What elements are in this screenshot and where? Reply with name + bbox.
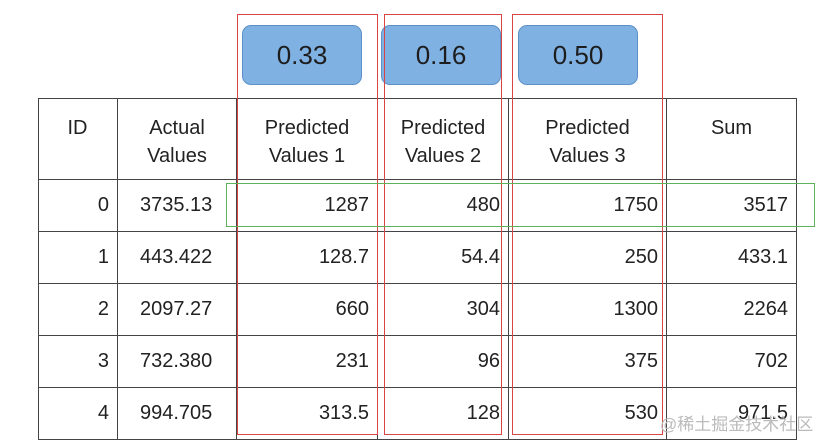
table-cell: 1 (38, 232, 118, 284)
table-cell: 3735.13 (118, 180, 237, 232)
cell-text: ID (67, 117, 88, 139)
highlight-column (384, 14, 502, 435)
weight-badge: 0.50 (518, 25, 638, 85)
cell-text: Sum (710, 117, 753, 139)
table-border (38, 98, 797, 440)
header-cell: Actual Values (118, 98, 237, 180)
cell-text: 1 (97, 246, 109, 268)
table-cell: 128 (378, 388, 509, 440)
table-cell: 702 (667, 336, 797, 388)
cell-text: Actual Values (147, 117, 207, 167)
header-cell: Sum (667, 98, 797, 180)
cell-text: 2264 (743, 298, 789, 320)
table-cell: 0 (38, 180, 118, 232)
cell-text: 231 (335, 350, 369, 372)
cell-text: 250 (624, 246, 658, 268)
cell-text: 433.1 (737, 246, 788, 268)
cell-text: 660 (335, 298, 369, 320)
weight-badge: 0.16 (381, 25, 501, 85)
cell-text: 3 (97, 350, 109, 372)
cell-text: 530 (624, 402, 658, 424)
table-cell: 3517 (667, 180, 797, 232)
cell-text: 3517 (743, 194, 789, 216)
highlight-column (512, 14, 663, 435)
highlight-row (226, 183, 815, 227)
table-cell: 2264 (667, 284, 797, 336)
cell-text: 2 (97, 298, 109, 320)
cell-text: 994.705 (140, 402, 213, 424)
watermark: @稀土掘金技术社区 (660, 415, 814, 434)
cell-text: 732.380 (140, 350, 213, 372)
cell-text: 96 (477, 350, 500, 372)
table-cell: 443.422 (118, 232, 237, 284)
cell-text: 0.50 (552, 39, 604, 70)
weight-badge: 0.33 (242, 25, 362, 85)
cell-text: 2097.27 (140, 298, 213, 320)
cell-text: 54.4 (461, 246, 500, 268)
header-cell: Predicted Values 1 (237, 98, 378, 180)
table-cell: 2 (38, 284, 118, 336)
cell-text: Predicted Values 3 (545, 117, 630, 167)
cell-text: 443.422 (140, 246, 213, 268)
table-cell: 530 (509, 388, 667, 440)
cell-text: 3735.13 (140, 194, 213, 216)
header-cell: Predicted Values 2 (378, 98, 509, 180)
table-cell: 4 (38, 388, 118, 440)
cell-text: 0.33 (276, 39, 328, 70)
cell-text: 128 (466, 402, 500, 424)
table-cell: 732.380 (118, 336, 237, 388)
table-cell: 480 (378, 180, 509, 232)
cell-text: 304 (466, 298, 500, 320)
table-cell: 433.1 (667, 232, 797, 284)
cell-text: 4 (97, 402, 109, 424)
table-cell: 2097.27 (118, 284, 237, 336)
cell-text: 1750 (613, 194, 659, 216)
table-cell: 250 (509, 232, 667, 284)
table-cell: 971.5 (667, 388, 797, 440)
cell-text: Predicted Values 2 (400, 117, 486, 167)
table-cell: 994.705 (118, 388, 237, 440)
cell-text: Predicted Values 1 (264, 117, 350, 167)
cell-text: 1300 (613, 298, 659, 320)
cell-text: 313.5 (318, 402, 369, 424)
cell-text: 128.7 (318, 246, 369, 268)
cell-text: 702 (754, 350, 788, 372)
cell-text: 0.16 (415, 39, 467, 70)
table-cell: 96 (378, 336, 509, 388)
table-cell: 1750 (509, 180, 667, 232)
cell-text: 480 (466, 194, 500, 216)
table-cell: 54.4 (378, 232, 509, 284)
table-cell: 1300 (509, 284, 667, 336)
table-cell: 375 (509, 336, 667, 388)
cell-text: 375 (624, 350, 658, 372)
table-cell: 3 (38, 336, 118, 388)
highlight-column (237, 14, 378, 435)
cell-text: 1287 (324, 194, 370, 216)
cell-text: 0 (97, 194, 109, 216)
table-cell: 304 (378, 284, 509, 336)
cell-text: 971.5 (737, 402, 788, 424)
header-cell: ID (38, 98, 118, 180)
header-cell: Predicted Values 3 (509, 98, 667, 180)
